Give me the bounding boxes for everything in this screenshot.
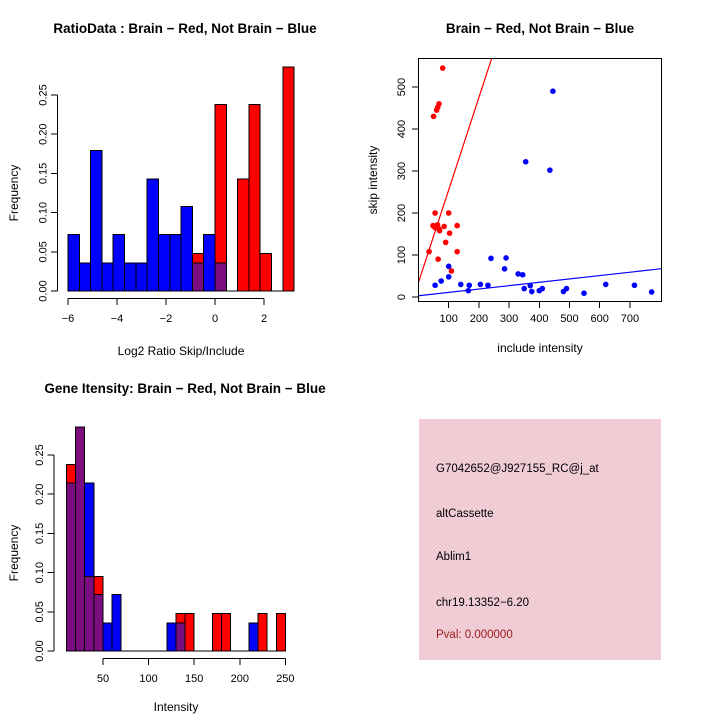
svg-text:0.15: 0.15	[38, 163, 50, 184]
svg-text:0.00: 0.00	[38, 280, 50, 301]
gene_intensity_histogram-plot: 50 100 150 200 250 0.00 0.05 0.10 0.15 0.20 0.25	[34, 426, 295, 685]
brain-point	[445, 210, 452, 216]
svg-text:50: 50	[97, 673, 109, 685]
not-brain-point	[528, 288, 535, 295]
ratio_histogram-plot: −6 −4 −2 0 2 0.00 0.05 0.10 0.15 0.20 0.25	[38, 66, 295, 325]
gene-hist-xlabel: Intensity	[153, 700, 199, 714]
brain-point	[430, 113, 437, 120]
not-brain-point	[648, 289, 655, 295]
brain-point	[454, 248, 460, 255]
svg-text:−4: −4	[111, 313, 124, 325]
brain-point	[436, 227, 443, 234]
not-brain-point	[488, 255, 494, 262]
not-brain-point	[445, 263, 452, 270]
not-brain-point	[539, 285, 546, 292]
brain-point	[426, 248, 432, 255]
svg-text:0.25: 0.25	[38, 84, 50, 105]
not-brain-point	[602, 281, 609, 288]
not-brain-point	[522, 158, 529, 165]
svg-text:0: 0	[396, 294, 408, 300]
scatter-title: Brain − Red, Not Brain − Blue	[445, 21, 635, 36]
svg-text:500: 500	[560, 313, 578, 325]
not-brain-point	[550, 88, 556, 94]
not-brain-point	[527, 282, 534, 289]
svg-text:0.05: 0.05	[38, 241, 50, 262]
svg-text:0.15: 0.15	[34, 523, 46, 544]
locus-text: chr19.13352−6.20	[436, 597, 530, 609]
not-brain-point	[503, 255, 509, 261]
svg-text:500: 500	[396, 78, 408, 96]
not-brain-point	[477, 281, 484, 288]
brain-point	[434, 221, 441, 228]
not-brain-point	[581, 290, 587, 297]
ratio-hist-ylabel: Frequency	[7, 164, 21, 222]
not-brain-point	[432, 282, 438, 289]
not-brain-point	[457, 281, 464, 288]
svg-text:200: 200	[231, 673, 249, 685]
svg-text:250: 250	[276, 673, 294, 685]
probe-id-text: G7042652@J927155_RC@j_at	[436, 463, 599, 475]
svg-text:600: 600	[591, 313, 609, 325]
ratio-hist-xlabel: Log2 Ratio Skip/Include	[117, 344, 245, 358]
scatter-xlabel: include intensity	[497, 341, 583, 355]
brain-point	[436, 101, 442, 107]
gene-hist-title: Gene Itensity: Brain − Red, Not Brain − …	[44, 381, 326, 396]
intensity_scatter-plot: 100 200 300 400 500 600 700 0 100 200 300 400 500	[396, 58, 662, 325]
svg-text:100: 100	[139, 673, 157, 685]
not-brain-point	[519, 271, 526, 278]
not-brain-point	[438, 278, 444, 284]
not-brain-point	[466, 282, 473, 289]
svg-text:0.25: 0.25	[34, 444, 46, 465]
svg-text:150: 150	[185, 673, 203, 685]
not-brain-point	[485, 282, 491, 289]
svg-text:0.10: 0.10	[38, 202, 50, 223]
svg-text:700: 700	[621, 313, 639, 325]
svg-text:0.20: 0.20	[38, 123, 50, 144]
svg-text:400: 400	[396, 120, 408, 138]
gene-info-panel: G7042652@J927155_RC@j_at altCassette Abl…	[419, 419, 661, 660]
svg-text:100: 100	[440, 313, 458, 325]
scatter-ylabel: skip intensity	[366, 145, 380, 215]
brain-point	[432, 210, 438, 216]
svg-text:200: 200	[396, 204, 408, 222]
brain-point	[454, 222, 460, 229]
svg-text:200: 200	[470, 313, 488, 325]
svg-text:0.05: 0.05	[34, 601, 46, 622]
gene-name-text: Ablim1	[436, 551, 472, 563]
svg-text:0.20: 0.20	[34, 483, 46, 504]
brain-point	[441, 223, 447, 230]
not-brain-point	[445, 274, 452, 280]
svg-text:300: 300	[396, 162, 408, 180]
svg-text:100: 100	[396, 246, 408, 264]
brain-point	[442, 239, 449, 246]
svg-text:0: 0	[212, 313, 218, 325]
gene-hist-ylabel: Frequency	[7, 524, 21, 582]
pval-text: Pval: 0.000000	[436, 629, 513, 641]
not-brain-point	[631, 282, 638, 289]
brain-point	[435, 256, 441, 263]
not-brain-point	[465, 287, 472, 294]
svg-text:0.10: 0.10	[34, 562, 46, 583]
brain-point	[448, 268, 455, 274]
not-brain-point	[563, 285, 570, 292]
brain-point	[439, 65, 446, 71]
svg-text:400: 400	[530, 313, 548, 325]
not-brain-point	[515, 271, 521, 277]
not-brain-point	[501, 266, 508, 272]
svg-text:300: 300	[500, 313, 518, 325]
svg-text:−6: −6	[62, 313, 75, 325]
svg-text:2: 2	[261, 313, 267, 325]
svg-text:0.00: 0.00	[34, 640, 46, 661]
svg-text:−2: −2	[160, 313, 173, 325]
not-brain-point	[547, 167, 553, 173]
ratio-hist-title: RatioData : Brain − Red, Not Brain − Blu…	[53, 21, 317, 36]
splice-type-text: altCassette	[436, 508, 494, 520]
not-brain-point	[521, 285, 527, 292]
brain-point	[446, 230, 453, 236]
